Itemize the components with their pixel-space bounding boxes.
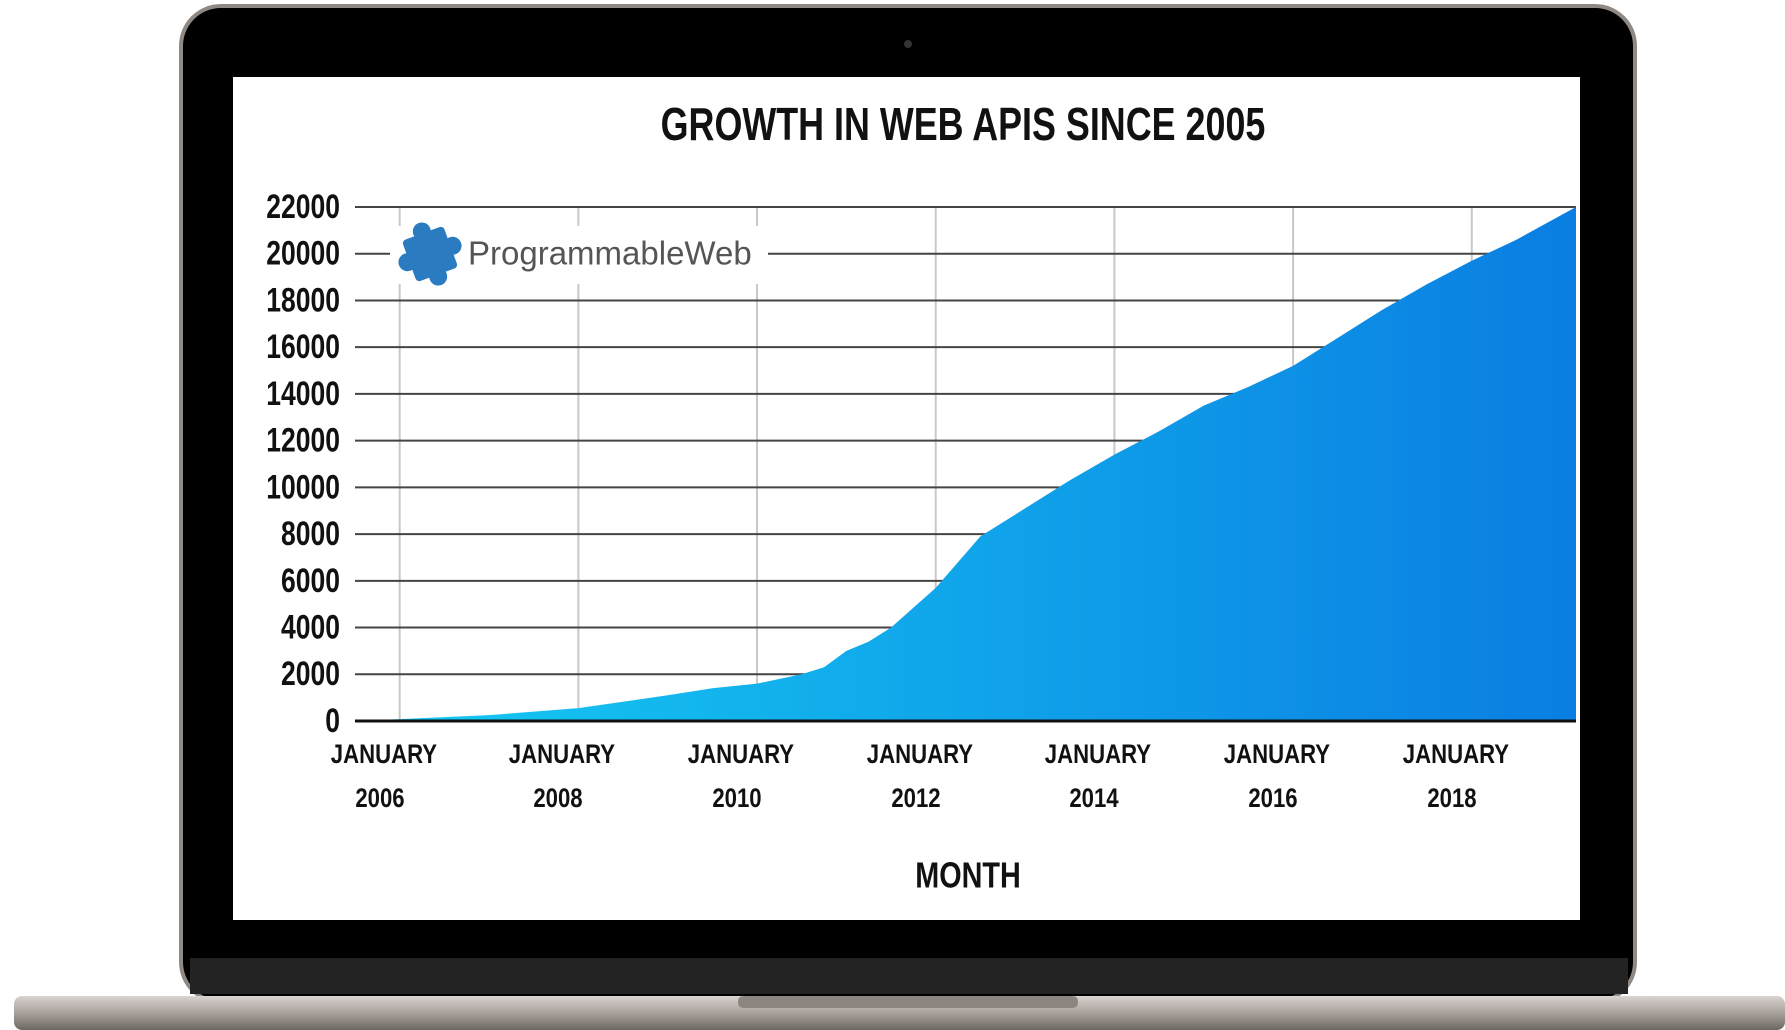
y-tick-label: 22000 [266,188,340,226]
laptop-base [14,996,1785,1030]
x-tick-label: JANUARY 2010 [687,739,795,813]
logo-text: ProgrammableWeb [468,235,752,272]
chart-title: GROWTH IN WEB APIS SINCE 2005 [661,99,1266,150]
x-tick-label: JANUARY 2012 [866,739,973,813]
y-tick-label: 6000 [281,562,340,600]
y-tick-label: 2000 [281,655,340,693]
hinge [190,958,1628,994]
y-tick-label: 20000 [266,235,340,273]
y-tick-label: 4000 [281,608,340,646]
y-tick-label: 14000 [266,375,340,413]
x-tick-label: JANUARY 2016 [1223,739,1331,813]
logo: ProgrammableWeb [390,222,768,286]
puzzle-icon [398,222,462,286]
y-tick-label: 16000 [266,328,340,366]
notch [738,996,1078,1008]
y-tick-label: 12000 [266,422,340,460]
y-tick-label: 18000 [266,281,340,319]
camera [904,40,912,48]
y-tick-label: 10000 [266,468,340,506]
x-tick-label: JANUARY 2018 [1402,739,1509,813]
y-tick-label: 0 [325,702,340,740]
x-tick-label: JANUARY 2006 [330,739,437,813]
x-tick-label: JANUARY 2008 [509,739,616,813]
y-tick-label: 8000 [281,515,340,553]
x-axis-label: MONTH [915,854,1021,895]
area [355,207,1576,721]
x-tick-label: JANUARY 2014 [1045,739,1152,813]
